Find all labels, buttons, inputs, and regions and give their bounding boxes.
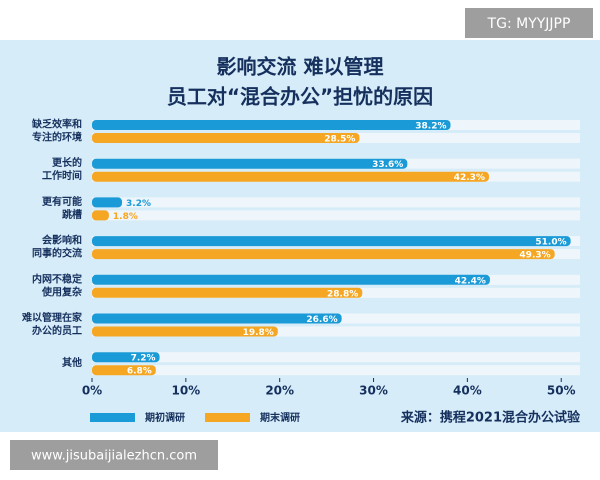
x-tick-label: 40% [453, 384, 482, 398]
bar [92, 197, 123, 208]
value-label: 33.6% [372, 160, 403, 170]
watermark: www.jisubaijialezhcn.com [31, 449, 197, 464]
bar [92, 274, 490, 285]
bar [92, 236, 571, 247]
value-label: 28.5% [324, 135, 355, 145]
bar [92, 287, 363, 298]
track [92, 365, 580, 376]
bar [92, 120, 451, 130]
value-label: 42.4% [455, 276, 486, 286]
chart-title: 影响交流 难以管理 [217, 55, 384, 79]
bar [92, 171, 489, 182]
value-label: 51.0% [535, 238, 566, 248]
watermark-box [10, 440, 218, 470]
category-label: 工作时间 [42, 169, 82, 182]
category-label: 专注的环境 [32, 131, 82, 144]
watermark: TG: MYYJJPP [487, 16, 571, 32]
bar [92, 326, 278, 337]
bar [92, 210, 109, 221]
x-tick-label: 20% [265, 384, 294, 398]
value-label: 49.3% [519, 251, 550, 261]
category-label: 办公的员工 [32, 324, 82, 337]
category-label: 使用复杂 [41, 285, 82, 298]
value-label: 26.6% [306, 315, 337, 325]
category-label: 更长的 [52, 156, 82, 169]
track [92, 197, 580, 208]
bar [92, 133, 360, 143]
watermark-box [465, 8, 593, 38]
category-label: 跳槽 [62, 208, 82, 221]
bar [92, 249, 555, 260]
track [92, 352, 580, 363]
x-tick-label: 10% [171, 384, 200, 398]
source: 来源：携程2021混合办公试验 [400, 410, 581, 426]
x-tick-label: 50% [547, 384, 576, 398]
chart-title: 员工对“混合办公”担忧的原因 [167, 85, 433, 109]
legend-label: 期末调研 [260, 411, 300, 424]
value-label: 42.3% [454, 173, 485, 183]
value-label: 19.8% [243, 328, 274, 338]
value-label: 28.8% [327, 289, 358, 299]
category-label: 缺乏效率和 [31, 118, 82, 131]
value-label: 38.2% [415, 122, 446, 132]
value-label: 3.2% [126, 199, 151, 209]
legend-swatch [205, 413, 250, 422]
category-label: 更有可能 [42, 195, 82, 208]
category-label: 其他 [62, 356, 82, 369]
track [92, 210, 580, 221]
legend-label: 期初调研 [145, 411, 185, 424]
value-label: 6.8% [127, 367, 152, 377]
category-label: 难以管理在家 [21, 311, 83, 324]
x-tick-label: 30% [359, 384, 388, 398]
legend-swatch [90, 413, 135, 422]
x-tick-label: 0% [82, 384, 102, 398]
bar [92, 365, 156, 376]
category-label: 内网不稳定 [32, 272, 82, 285]
value-label: 7.2% [131, 354, 156, 364]
bar [92, 313, 342, 324]
category-label: 同事的交流 [32, 247, 82, 260]
value-label: 1.8% [113, 212, 138, 222]
category-label: 会影响和 [42, 234, 82, 247]
bar [92, 352, 160, 363]
track [92, 326, 580, 337]
bar [92, 158, 408, 169]
